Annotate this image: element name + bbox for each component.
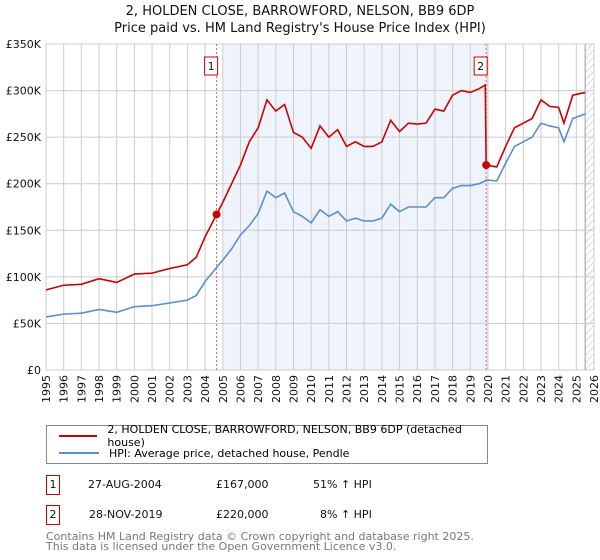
- marker-badge: 2: [46, 505, 60, 525]
- x-tick-label: 2010: [305, 375, 318, 403]
- x-tick-label: 2012: [341, 375, 354, 403]
- x-tick-label: 2025: [570, 375, 583, 403]
- x-tick-label: 1999: [111, 375, 124, 403]
- forecast-hatch: [585, 44, 594, 370]
- x-tick-label: 2002: [164, 375, 177, 403]
- x-tick-label: 2011: [323, 375, 336, 403]
- y-tick-label: £150K: [6, 224, 42, 237]
- sale-label-box: [204, 56, 219, 76]
- x-tick-label: 2004: [199, 375, 212, 403]
- x-tick-label: 2017: [429, 375, 442, 403]
- legend-swatch-blue: [59, 452, 99, 454]
- x-tick-label: 1998: [93, 375, 106, 403]
- x-tick-label: 1997: [75, 375, 88, 403]
- hpi-line: [45, 113, 586, 318]
- y-tick-label: £250K: [6, 131, 42, 144]
- x-tick-label: 2021: [500, 375, 513, 403]
- x-tick-label: 1996: [58, 375, 71, 403]
- x-tick-label: 2001: [146, 375, 159, 403]
- transaction-hpi: 51% ↑ HPI: [313, 478, 372, 491]
- x-tick-label: 2016: [411, 375, 424, 403]
- footer-copyright: Contains HM Land Registry data © Crown c…: [46, 530, 474, 543]
- x-tick-label: 2024: [553, 375, 566, 403]
- sale-point: [212, 210, 221, 219]
- legend-label: 2, HOLDEN CLOSE, BARROWFORD, NELSON, BB9…: [107, 423, 462, 449]
- x-tick-label: 2019: [464, 375, 477, 403]
- footer-licence: This data is licensed under the Open Gov…: [46, 540, 397, 553]
- x-tick-label: 2013: [358, 375, 371, 403]
- legend-swatch-red: [59, 435, 98, 437]
- chart-subtitle: Price paid vs. HM Land Registry's House …: [114, 21, 486, 36]
- x-tick-label: 2018: [447, 375, 460, 403]
- x-tick-label: 1995: [40, 375, 53, 403]
- legend-item-hpi: HPI: Average price, detached house, Pend…: [59, 445, 349, 461]
- property-price-line: [45, 83, 586, 291]
- x-tick-label: 2020: [482, 375, 495, 403]
- price-chart: 1995 1996 1997 1998 1999 2000 2001 2002 2003 2004…: [6, 38, 600, 403]
- x-tick-label: 2000: [128, 375, 141, 403]
- y-tick-label: £50K: [13, 317, 42, 330]
- x-tick-label: 2006: [234, 375, 247, 403]
- transaction-date: 28-NOV-2019: [89, 508, 163, 521]
- marker-badge: 1: [46, 475, 60, 495]
- sale-label-box: [473, 56, 488, 76]
- x-tick-label: 2014: [376, 375, 389, 403]
- sale-label: 1: [208, 60, 215, 73]
- y-tick-label: £100K: [6, 271, 42, 284]
- transaction-price: £220,000: [216, 508, 269, 521]
- chart-title: 2, HOLDEN CLOSE, BARROWFORD, NELSON, BB9…: [125, 4, 475, 19]
- shaded-period: [222, 44, 488, 370]
- transaction-date: 27-AUG-2004: [88, 478, 162, 491]
- sale-label: 2: [477, 60, 484, 73]
- x-tick-label: 2009: [287, 375, 300, 403]
- x-tick-label: 2023: [535, 375, 548, 403]
- x-tick-label: 2005: [217, 375, 230, 403]
- x-tick-label: 2008: [270, 375, 283, 403]
- x-tick-label: 2003: [181, 375, 194, 403]
- x-tick-label: 2022: [517, 375, 530, 403]
- y-tick-label: £0: [27, 364, 41, 377]
- sale-point: [482, 161, 491, 170]
- legend-item-property: 2, HOLDEN CLOSE, BARROWFORD, NELSON, BB9…: [59, 423, 487, 449]
- legend-label: HPI: Average price, detached house, Pend…: [109, 446, 350, 460]
- transaction-hpi: 8% ↑ HPI: [320, 508, 372, 521]
- x-tick-label: 2015: [394, 375, 407, 403]
- y-tick-label: £350K: [6, 38, 42, 51]
- y-tick-label: £300K: [6, 85, 42, 98]
- transaction-price: £167,000: [216, 478, 269, 491]
- x-tick-label: 2026: [588, 375, 600, 403]
- x-tick-label: 2007: [252, 375, 265, 403]
- y-tick-label: £200K: [6, 178, 42, 191]
- legend: 2, HOLDEN CLOSE, BARROWFORD, NELSON, BB9…: [46, 423, 488, 464]
